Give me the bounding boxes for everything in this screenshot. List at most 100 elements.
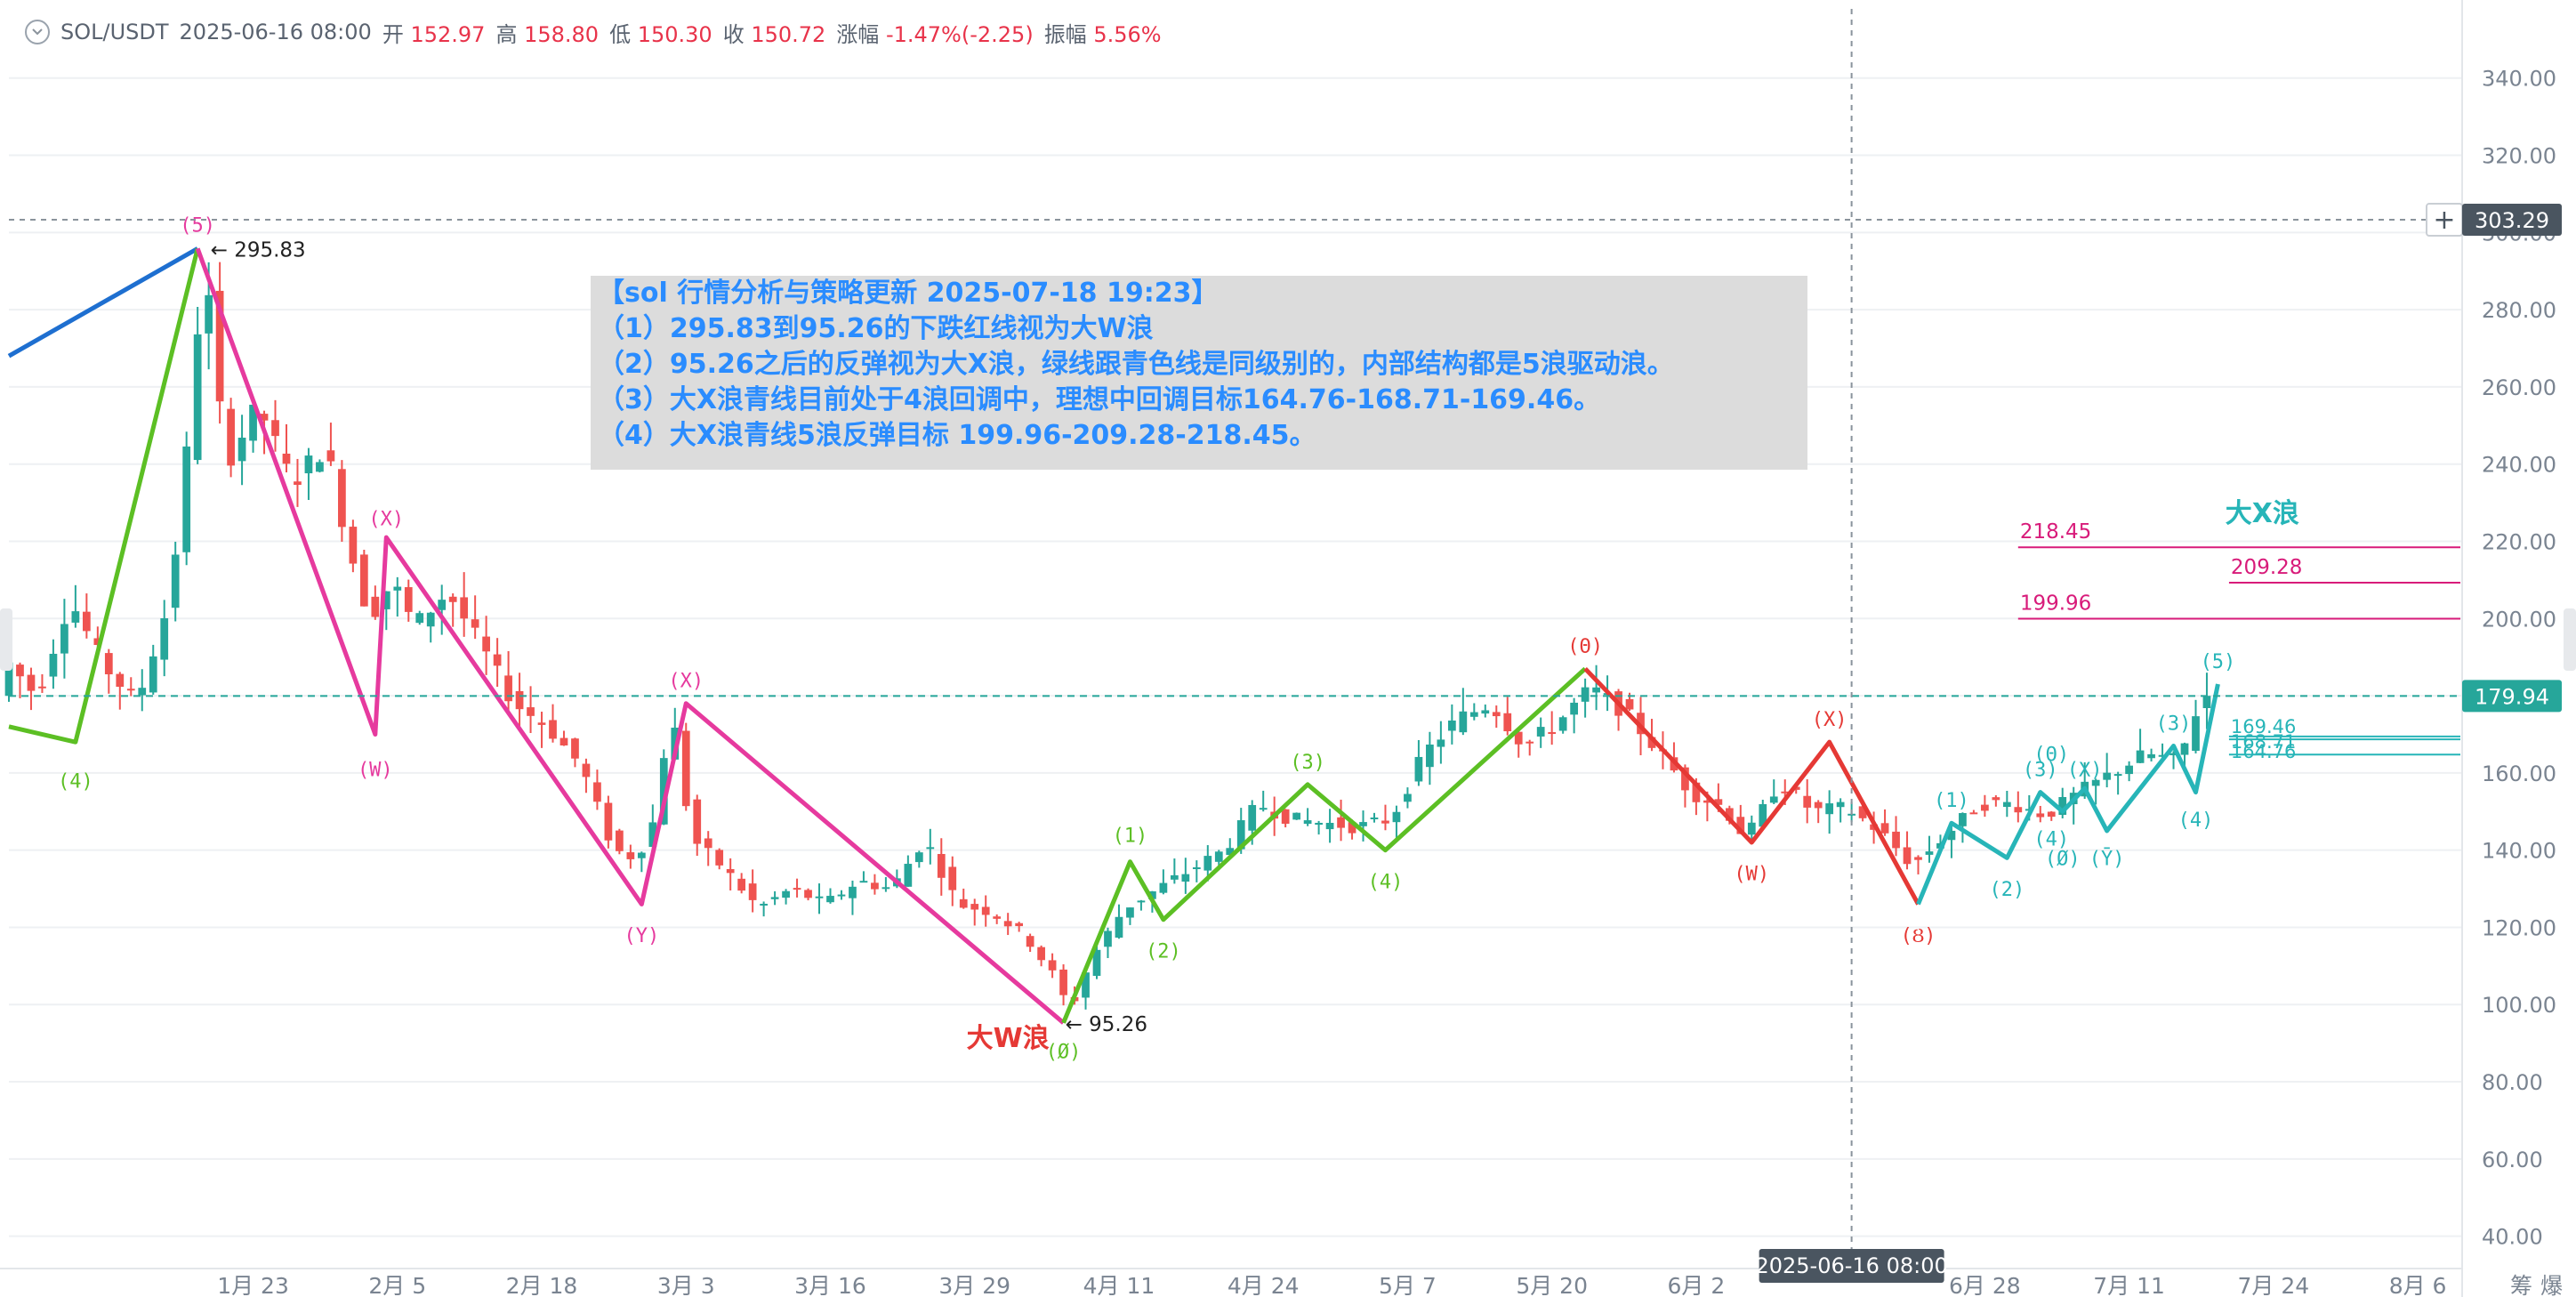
wave-name-label: 大W浪 [967, 1023, 1050, 1054]
wave-label: (X) [668, 671, 704, 693]
candle-body [249, 404, 257, 441]
candle-body [1359, 822, 1367, 826]
candle-body [1148, 890, 1156, 899]
x-tick-label: 2月 18 [506, 1273, 578, 1297]
candle-body [1903, 847, 1912, 865]
y-tick-label: 140.00 [2482, 839, 2556, 864]
collapse-toggle-button[interactable] [25, 20, 50, 44]
candle-body [448, 596, 457, 602]
candle-body [1714, 799, 1723, 805]
y-tick-label: 120.00 [2482, 915, 2556, 940]
candle-body [1947, 830, 1956, 841]
candle-body [549, 720, 557, 739]
candle-body [1959, 813, 1967, 826]
candle-body [2180, 743, 2189, 755]
wave-label: (5) [180, 215, 215, 238]
candle-body [193, 334, 202, 461]
x-tick-label: 2月 5 [368, 1273, 426, 1297]
candle-body [1481, 710, 1490, 714]
candle-body [2036, 813, 2045, 818]
analysis-note: 【sol 行情分析与策略更新 2025-07-18 19:23】 （1）295.… [591, 276, 1807, 470]
candle-body [359, 554, 368, 607]
candle-body [1925, 851, 1934, 855]
candle-body [1381, 820, 1389, 824]
candle-body [1858, 806, 1867, 818]
candle-body [1259, 808, 1268, 810]
candle-body [604, 802, 613, 841]
candle-body [616, 830, 624, 851]
wave-label: (X) [368, 508, 404, 530]
y-tick-label: 100.00 [2482, 993, 2556, 1018]
candle-body [493, 654, 502, 666]
candle-body [460, 597, 469, 619]
amplitude-value-group: 振幅 5.56% [1044, 17, 1162, 48]
candle-body [482, 636, 490, 652]
datetime-label: 2025-06-16 08:00 [179, 20, 372, 44]
candle-body [760, 903, 768, 906]
candle-body [1459, 711, 1468, 733]
candle-body [1325, 822, 1334, 830]
candle-body [782, 890, 790, 898]
candle-body [1781, 791, 1790, 794]
wave-label: (X) [1812, 709, 1847, 731]
candle-body [260, 414, 269, 421]
crosshair-date-tag [1759, 1249, 1944, 1283]
wave-label: (4) [1368, 871, 1404, 893]
candle-body [1315, 822, 1323, 826]
x-tick-label: 3月 16 [794, 1273, 866, 1297]
candle-body [1092, 949, 1101, 976]
left-panel-handle[interactable] [0, 608, 12, 671]
candle-body [914, 852, 923, 863]
wave-label: (W) [1734, 864, 1769, 886]
candle-body [382, 591, 390, 609]
candle-body [1525, 741, 1534, 744]
amplitude-value: 5.56% [1093, 21, 1162, 47]
candle-body [1037, 947, 1045, 961]
candle-body [126, 689, 135, 691]
x-tick-label: 5月 20 [1516, 1273, 1588, 1297]
wave-label: (2) [1989, 879, 2025, 901]
wave-label: (Ȣ) [1901, 925, 1936, 947]
analysis-note-line-1: （1）295.83到95.26的下跌红线视为大W浪 [598, 313, 1154, 344]
candle-body [1337, 817, 1345, 828]
candle-body [1281, 809, 1290, 824]
candle-body [294, 481, 302, 486]
candle-body [2202, 696, 2211, 709]
candle-body [1437, 739, 1445, 747]
candle-body [16, 665, 24, 677]
candle-body [27, 674, 36, 691]
candle-body [770, 897, 779, 899]
candle-body [1692, 782, 1701, 802]
candle-body [1647, 737, 1656, 748]
candle-body [1681, 767, 1689, 791]
right-panel-handle[interactable] [2564, 608, 2576, 671]
wave-label: (Θ) [2033, 744, 2069, 766]
crosshair-date-label: 2025-06-16 08:00 [1755, 1253, 1947, 1278]
candle-body [60, 624, 68, 654]
x-tick-label: 6月 2 [1668, 1273, 1726, 1297]
candle-body [537, 722, 546, 725]
candle-body [2113, 774, 2122, 777]
candle-body [1736, 817, 1745, 834]
low-value: 150.30 [637, 21, 712, 47]
candle-body [160, 618, 169, 660]
x-tick-label: 6月 28 [1949, 1273, 2021, 1297]
candle-body [2158, 754, 2167, 757]
analysis-note-line-4: （4）大X浪青线5浪反弹目标 199.96-209.28-218.45。 [598, 420, 1316, 451]
y-tick-label: 80.00 [2482, 1070, 2543, 1095]
candle-body [637, 852, 646, 858]
candle-body [593, 782, 601, 802]
candle-body [1115, 916, 1123, 939]
candle-body [1759, 803, 1767, 827]
candle-body [1514, 731, 1523, 745]
candle-body [2192, 716, 2200, 751]
low-value-group: 低 150.30 [609, 17, 712, 48]
candle-body [1203, 856, 1212, 871]
candle-body [1469, 712, 1478, 717]
candle-body [1059, 969, 1067, 995]
candle-body [2002, 802, 2011, 808]
candle-body [349, 527, 358, 564]
y-tick-label: 60.00 [2482, 1148, 2543, 1172]
